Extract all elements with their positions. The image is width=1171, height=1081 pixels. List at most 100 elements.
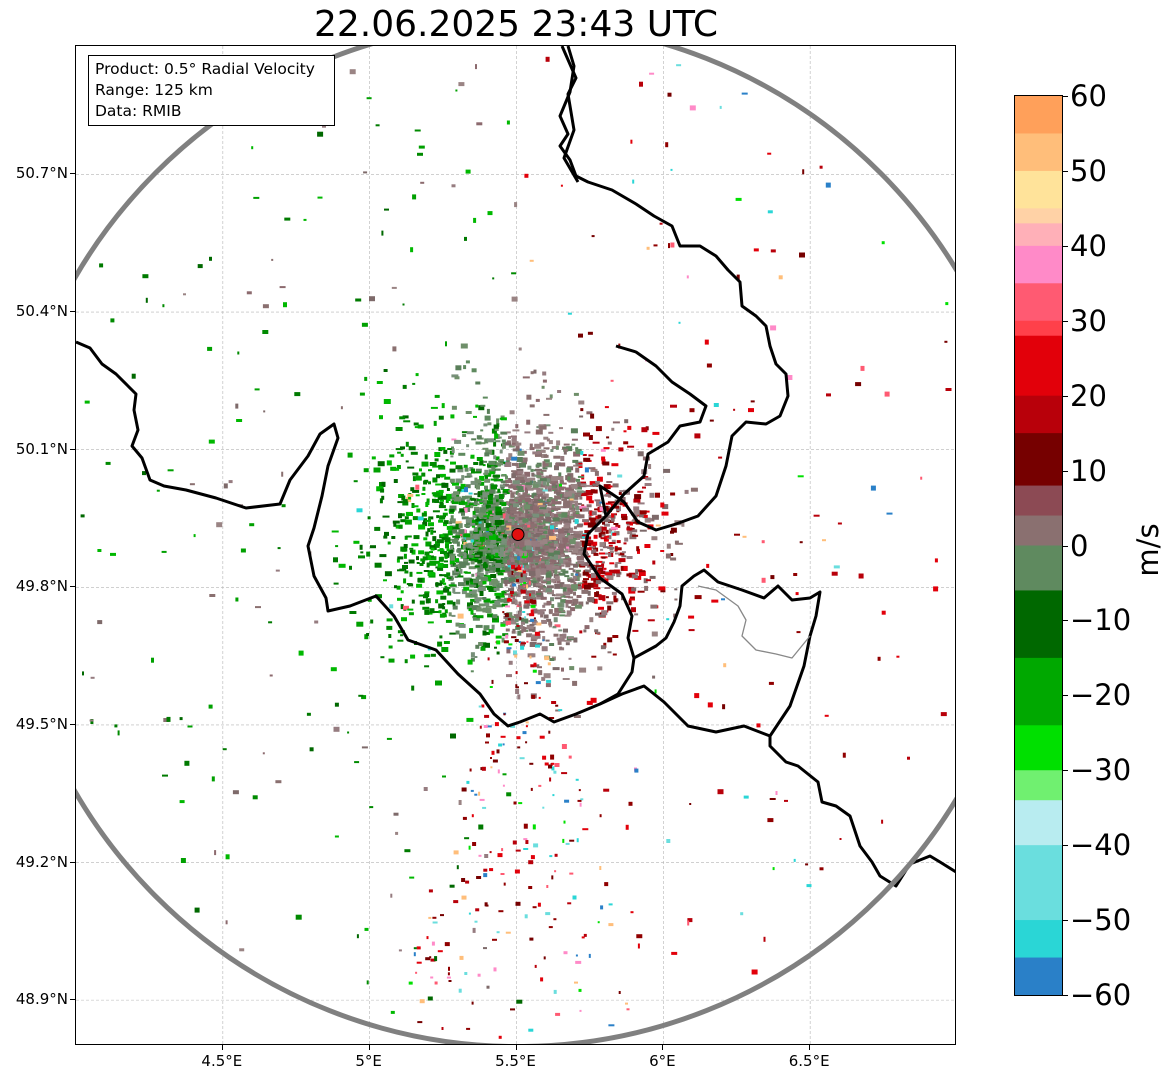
echo-pixel [525,495,533,498]
echo-pixel [452,529,458,534]
echo-pixel [633,498,641,503]
echo-pixel [545,639,550,642]
echo-pixel [742,535,747,538]
echo-pixel [556,548,560,551]
echo-pixel [530,468,534,472]
echo-pixel [418,524,426,530]
echo-pixel [536,474,542,478]
echo-pixel [531,623,539,626]
echo-pixel [485,522,492,528]
echo-pixel [813,514,820,517]
echo-pixel [511,442,516,445]
echo-pixel [465,169,471,174]
echo-pixel [637,590,645,593]
echo-pixel [382,515,390,518]
echo-pixel [690,487,698,492]
echo-pixel [544,485,548,491]
echo-pixel [502,784,505,787]
echo-pixel [491,579,499,585]
echo-pixel [767,210,773,214]
echo-pixel [615,562,622,564]
echo-pixel [480,527,488,532]
echo-pixel [546,588,552,593]
echo-pixel [390,1010,395,1014]
echo-pixel [740,912,744,916]
echo-pixel [425,531,429,537]
echo-pixel [637,451,644,457]
echo-pixel [567,510,575,513]
echo-pixel [735,197,742,201]
echo-pixel [531,493,537,499]
echo-pixel [573,582,577,587]
echo-pixel [793,858,796,862]
echo-pixel [454,576,458,578]
echo-pixel [381,230,384,236]
echo-pixel [573,637,578,643]
echo-pixel [400,546,408,552]
echo-pixel [542,539,548,544]
echo-pixel [363,171,368,174]
echo-pixel [580,553,585,557]
colorbar-band [1015,920,1062,959]
echo-pixel [514,516,519,521]
echo-pixel [945,388,952,391]
echo-pixel [445,586,451,589]
echo-pixel [564,614,571,617]
echo-pixel [550,525,554,530]
echo-pixel [518,802,523,805]
radar-site-marker[interactable] [511,528,525,542]
echo-pixel [537,666,542,669]
echo-pixel [534,528,538,533]
echo-pixel [666,618,670,621]
echo-pixel [467,659,473,665]
echo-pixel [594,470,599,476]
echo-pixel [491,428,497,434]
echo-pixel [459,551,467,555]
echo-pixel [397,501,405,504]
echo-pixel [317,131,324,137]
echo-pixel [822,539,826,542]
echo-pixel [525,544,532,550]
echo-pixel [438,489,444,493]
echo-pixel [793,573,798,576]
echo-pixel [479,725,482,729]
echo-pixel [515,548,520,551]
echo-pixel [251,146,254,150]
echo-pixel [554,853,558,857]
echo-pixel [528,553,533,558]
echo-pixel [514,869,520,874]
echo-pixel [618,552,625,556]
echo-pixel [483,423,488,427]
echo-pixel [633,509,641,515]
echo-pixel [467,602,470,607]
echo-pixel [410,654,416,659]
echo-pixel [458,523,463,529]
echo-pixel [509,410,515,415]
echo-pixel [575,954,578,957]
echo-pixel [528,626,536,632]
echo-pixel [347,452,353,458]
echo-pixel [496,583,500,588]
echo-pixel [502,507,509,510]
echo-pixel [634,613,639,616]
echo-pixel [533,499,538,504]
echo-pixel [570,533,576,536]
echo-pixel [482,607,488,613]
echo-pixel [504,520,512,526]
echo-pixel [553,770,557,774]
echo-pixel [542,639,545,642]
echo-pixel [601,556,606,559]
echo-pixel [483,574,487,577]
echo-pixel [586,540,594,545]
echo-pixel [481,504,485,507]
echo-pixel [479,507,487,513]
echo-pixel [594,527,602,533]
echo-pixel [509,499,513,502]
echo-pixel [492,617,498,621]
echo-pixel [538,491,546,494]
radar-map[interactable] [75,45,956,1045]
echo-pixel [412,505,419,508]
echo-pixel [607,605,612,611]
echo-pixel [374,526,381,531]
echo-pixel [448,612,452,617]
